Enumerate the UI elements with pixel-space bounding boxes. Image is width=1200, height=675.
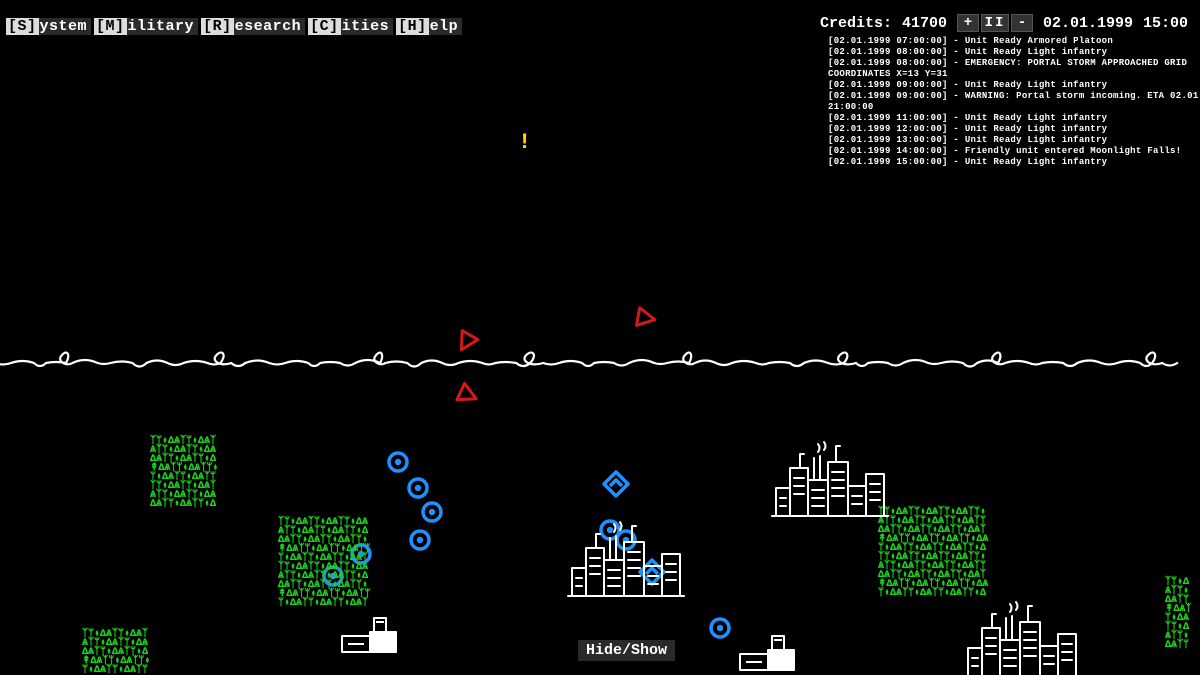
hide-show-button[interactable]: Hide/Show [578,640,675,661]
city[interactable] [962,588,1082,675]
enemy-unit[interactable] [634,306,658,335]
forest-terrain: ᛉᛘ↟∆Ѧᛉᛘ↟∆Ѧᛉ Ѧᛉᛘ↟∆Ѧᛉᛘ↟∆Ѧ ∆Ѧᛉᛘ↟∆Ѧᛉᛘ↟∆ ↟∆Ѧᛉ… [150,437,262,517]
forest-terrain: ᛉᛘ↟∆Ѧᛉᛘ↟∆Ѧᛉ Ѧᛉᛘ↟∆Ѧᛉᛘ↟∆Ѧ ∆Ѧᛉᛘ↟∆Ѧᛉᛘ↟∆ ↟∆Ѧᛉ… [82,630,192,675]
forest-terrain: ᛉᛘ↟∆Ѧᛉᛘ↟∆Ѧᛉᛘ↟∆Ѧ Ѧᛉᛘ↟∆Ѧᛉᛘ↟∆Ѧᛉᛘ↟∆ ∆Ѧᛉᛘ↟∆Ѧᛉ… [278,518,428,613]
forest-terrain: ᛉᛘ↟∆ Ѧᛉᛘ↟ ∆Ѧᛉᛘ ↟∆Ѧᛉ ᛘ↟∆Ѧ ᛉᛘ↟∆ Ѧᛉᛘ↟ ∆Ѧᛉᛘ [1165,578,1200,658]
forest-terrain: ᛉᛘ↟∆Ѧᛉᛘ↟∆Ѧᛉᛘ↟∆Ѧᛉᛘ↟ Ѧᛉᛘ↟∆Ѧᛉᛘ↟∆Ѧᛉᛘ↟∆Ѧᛉᛘ ∆Ѧ… [878,508,1063,598]
enemy-unit[interactable] [456,383,480,412]
friendly-infantry-unit[interactable] [387,451,409,478]
enemy-unit[interactable] [454,330,478,359]
game-world[interactable]: ᛉᛘ↟∆Ѧᛉᛘ↟∆Ѧᛉ Ѧᛉᛘ↟∆Ѧᛉᛘ↟∆Ѧ ∆Ѧᛉᛘ↟∆Ѧᛉᛘ↟∆ ↟∆Ѧᛉ… [0,0,1200,675]
city[interactable] [770,428,890,525]
friendly-infantry-unit[interactable] [709,617,731,644]
friendly-infantry-unit[interactable] [407,477,429,504]
bunker[interactable] [738,632,796,675]
bunker[interactable] [340,614,398,659]
friendly-armor-unit[interactable] [602,470,630,503]
city[interactable] [566,508,686,605]
